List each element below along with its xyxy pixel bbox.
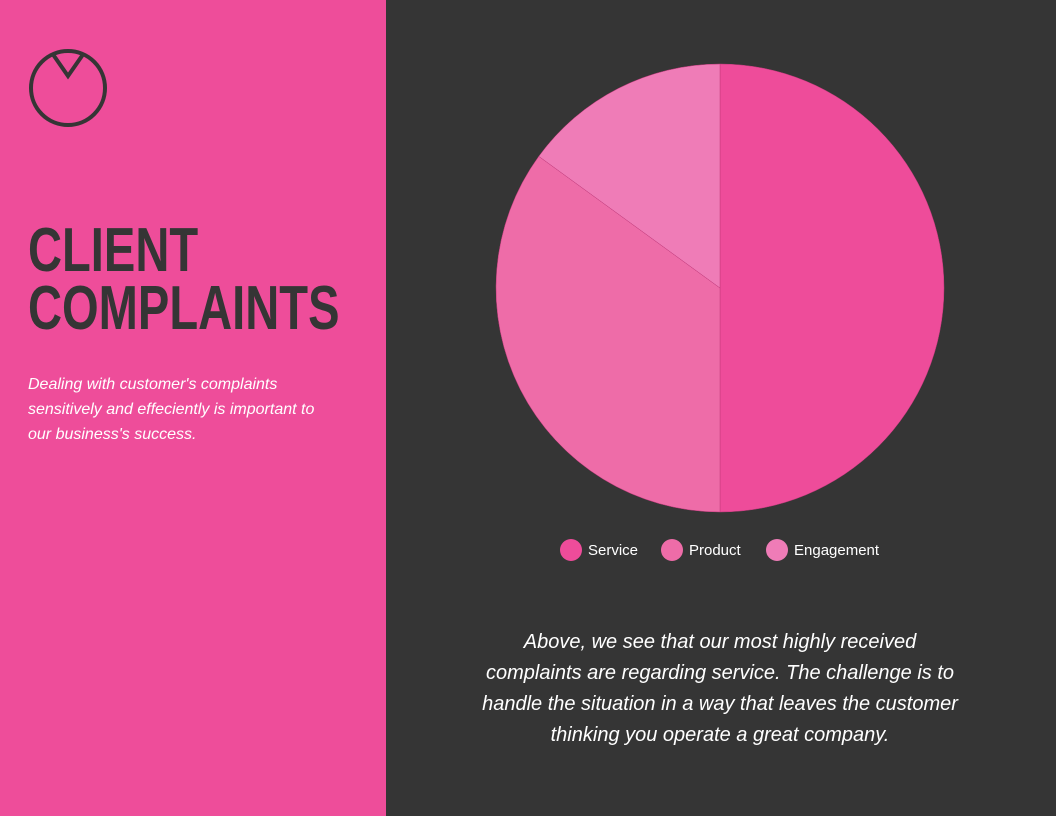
legend-label: Engagement [794, 542, 880, 559]
chart-title: CLIENT COMPLAINTS [28, 216, 340, 343]
side-panel: CLIENT COMPLAINTS Dealing with customer'… [0, 0, 386, 816]
legend-swatch [766, 539, 788, 561]
caption: Above, we see that our most highly recei… [482, 631, 958, 746]
legend-swatch [661, 539, 683, 561]
logo [29, 49, 107, 127]
pie-slice [719, 63, 945, 513]
legend-label: Service [588, 542, 638, 559]
pie-slice [495, 155, 721, 513]
pie-slice [538, 63, 721, 289]
legend-swatch [560, 539, 582, 561]
chart-subtitle: Dealing with customer's complaints sensi… [28, 376, 315, 443]
legend-label: Product [689, 542, 742, 559]
